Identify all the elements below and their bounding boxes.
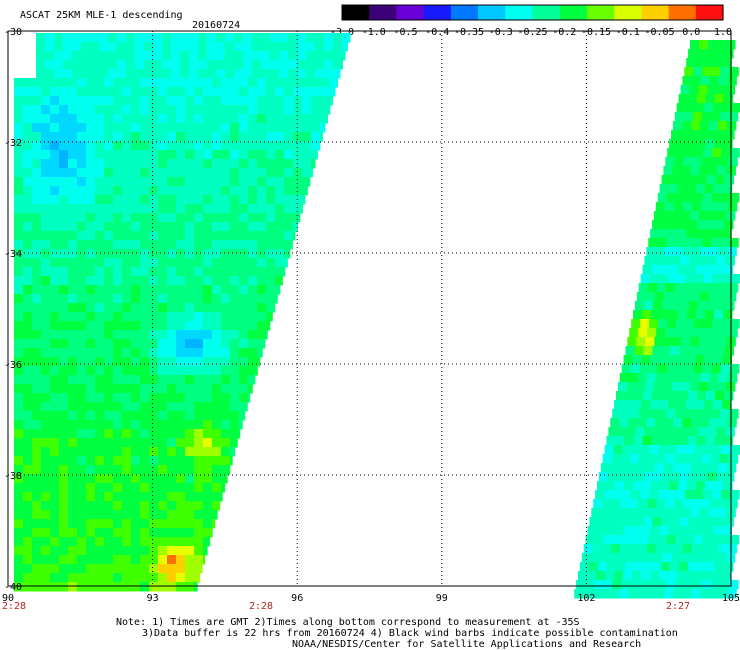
colorbar-tick-label: -0.4 (425, 27, 449, 38)
note-line-3: NOAA/NESDIS/Center for Satellite Applica… (292, 639, 642, 650)
product-title: ASCAT 25KM MLE-1 descending (20, 10, 183, 21)
lat-tick-label: -38 (4, 471, 22, 482)
note-line-2: 3)Data buffer is 22 hrs from 20160724 4)… (142, 628, 678, 639)
colorbar-swatch (369, 5, 398, 20)
colorbar-swatch (532, 5, 561, 20)
colorbar-swatch (505, 5, 534, 20)
colorbar-tick-label: -0.1 (616, 27, 640, 38)
colorbar-swatch (342, 5, 370, 20)
colorbar-tick-label: -0.05 (644, 27, 674, 38)
colorbar: -3.0 -1.0 -0.5 -0.4 -0.35 -0.3 -0.25 -0.2 -0.15-… (330, 4, 732, 38)
colorbar-tick-label: -3.0 (330, 27, 354, 38)
colorbar-swatch (450, 5, 479, 20)
colorbar-frame (341, 4, 724, 21)
lon-tick-label: 93 (147, 593, 159, 604)
colorbar-tick-label: -0.15 (581, 27, 611, 38)
lon-tick-label: 102 (577, 593, 595, 604)
lon-tick-label: 105 (722, 593, 740, 604)
colorbar-tick-label: 0.0 (682, 27, 700, 38)
wind-data-cells (14, 33, 740, 599)
colorbar-swatch (586, 5, 615, 20)
colorbar-tick-label: -0.3 (489, 27, 513, 38)
lon-tick-label: 96 (291, 593, 303, 604)
lat-tick-label: -32 (4, 138, 22, 149)
time-label-middle: 2:28 (249, 601, 274, 612)
lat-tick-label: -36 (4, 360, 22, 371)
lat-tick-label: -30 (4, 27, 22, 38)
graticule (8, 31, 731, 586)
colorbar-tick-label: -0.2 (552, 27, 576, 38)
time-label-right: 2:27 (666, 601, 691, 612)
map-frame (7, 30, 732, 587)
lat-tick-label: -40 (4, 582, 22, 593)
colorbar-swatch (559, 5, 588, 20)
colorbar-tick-label: 1.0 (714, 27, 732, 38)
colorbar-swatch (614, 5, 642, 20)
colorbar-swatch (695, 5, 724, 20)
colorbar-tick-label: -0.5 (393, 27, 417, 38)
time-label-left: 2:28 (2, 601, 27, 612)
lon-tick-label: 90 (2, 593, 14, 604)
colorbar-tick-label: -0.25 (517, 27, 547, 38)
product-date: 20160724 (192, 20, 241, 31)
colorbar-swatch (641, 5, 670, 20)
note-line-1: Note: 1) Times are GMT 2)Times along bot… (116, 617, 580, 628)
colorbar-swatch (423, 5, 452, 20)
colorbar-tick-label: -0.35 (454, 27, 484, 38)
colorbar-tick-label: -1.0 (362, 27, 386, 38)
lon-tick-label: 99 (436, 593, 448, 604)
lat-tick-label: -34 (4, 249, 22, 260)
colorbar-swatch (478, 5, 506, 20)
colorbar-swatch (668, 5, 697, 20)
colorbar-swatch (396, 5, 425, 20)
